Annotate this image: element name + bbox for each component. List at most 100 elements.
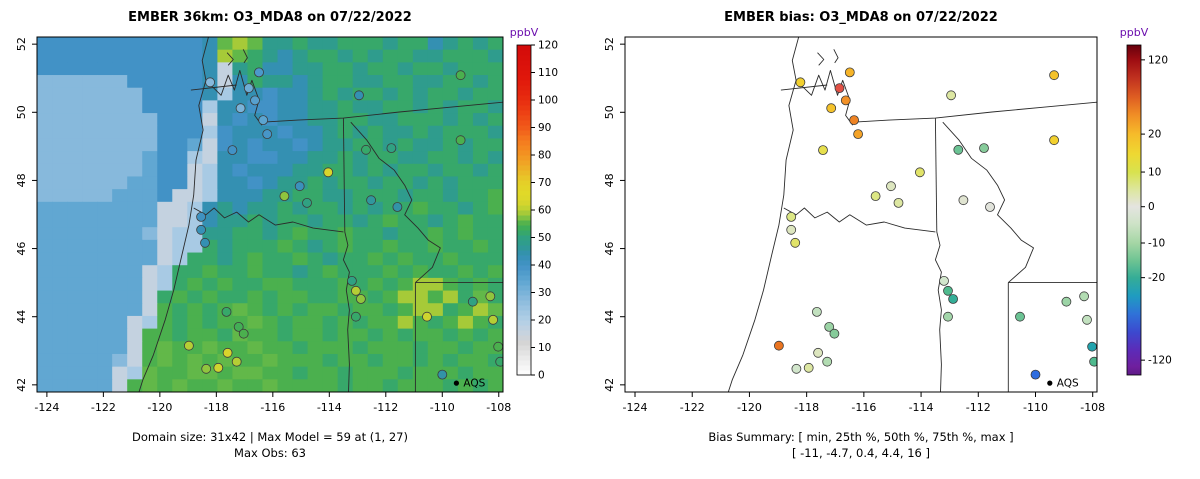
raster-cell [172,113,188,127]
raster-cell [232,62,249,76]
raster-cell [277,62,294,76]
colorbar-segment [517,330,531,336]
station-point [361,144,371,155]
raster-cell [82,239,98,254]
raster-cell [217,113,234,127]
raster-cell [37,379,53,392]
raster-cell [487,189,503,203]
raster-cell [307,201,324,216]
raster-cell [292,214,309,228]
raster-cell [472,265,489,279]
raster-cell [382,252,399,266]
raster-cell [247,151,264,165]
raster-cell [157,113,173,127]
colorbar-segment [517,85,531,91]
raster-cell [82,163,98,178]
raster-cell [457,252,474,266]
raster-cell [412,62,429,76]
station-point [915,167,925,178]
colorbar-segment [517,295,531,301]
raster-cell [337,176,354,190]
raster-cell [397,214,414,228]
raster-cell [52,151,68,165]
raster-cell [142,353,158,368]
raster-cell [127,303,143,317]
y-tick-label: 44 [15,310,28,324]
raster-cell [67,75,83,89]
raster-cell [322,328,339,342]
raster-cell [217,125,234,140]
raster-cell [97,75,113,89]
raster-cell [82,49,98,63]
raster-cell [427,163,444,178]
raster-cell [202,379,218,392]
raster-cell [142,189,158,203]
raster-cell [427,290,444,304]
raster-cell [142,227,158,241]
raster-cell [97,49,113,63]
raster-cell [322,189,339,203]
raster-cell [472,151,489,165]
raster-cell [172,353,188,368]
raster-cell [247,353,264,368]
raster-cell [427,353,444,368]
raster-cell [397,315,414,330]
colorbar-tick-label: 20 [1148,129,1161,141]
colorbar-frame [1126,44,1142,376]
raster-cell [82,277,98,292]
raster-cell [172,239,188,254]
raster-cell [97,277,113,292]
raster-cell [457,151,474,165]
raster-cell [157,37,173,51]
raster-cell [412,201,429,216]
raster-cell [97,151,113,165]
raster-cell [157,379,173,392]
raster-cell [67,366,83,380]
raster-cell [382,151,399,165]
raster-cell [172,303,188,317]
raster-cell [157,227,173,241]
raster-cell [232,176,249,190]
raster-cell [277,366,294,380]
raster-cell [172,315,188,330]
x-tick-label: -112 [966,401,991,414]
raster-cell [187,277,203,292]
station-point [493,341,503,352]
raster-cell [322,87,339,101]
raster-cell [37,201,53,216]
raster-cell [97,265,113,279]
station-point [294,181,305,192]
raster-cell [112,366,128,380]
raster-cell [202,100,218,114]
raster-cell [292,75,309,89]
raster-cell [427,176,444,190]
raster-cell [427,341,444,355]
raster-cell [352,189,369,203]
raster-cell [472,100,489,114]
raster-cell [337,62,354,76]
raster-cell [382,328,399,342]
station-point [262,129,273,140]
raster-cell [97,201,113,216]
raster-cell [307,379,324,392]
raster-cell [352,252,369,266]
raster-cell [157,151,173,165]
raster-cell [97,252,113,266]
station-point [948,294,958,304]
raster-cell [367,353,384,368]
raster-cell [472,201,489,216]
raster-cell [97,163,113,178]
raster-cell [277,176,294,190]
raster-cell [262,303,279,317]
x-tick-label: -118 [204,401,229,414]
raster-cell [472,49,489,63]
raster-cell [382,315,399,330]
raster-cell [262,227,279,241]
raster-cell [472,341,489,355]
raster-cell [397,353,414,368]
raster-cell [172,290,188,304]
raster-cell [157,239,173,254]
raster-cell [397,328,414,342]
raster-cell [337,366,354,380]
raster-cell [112,315,128,330]
